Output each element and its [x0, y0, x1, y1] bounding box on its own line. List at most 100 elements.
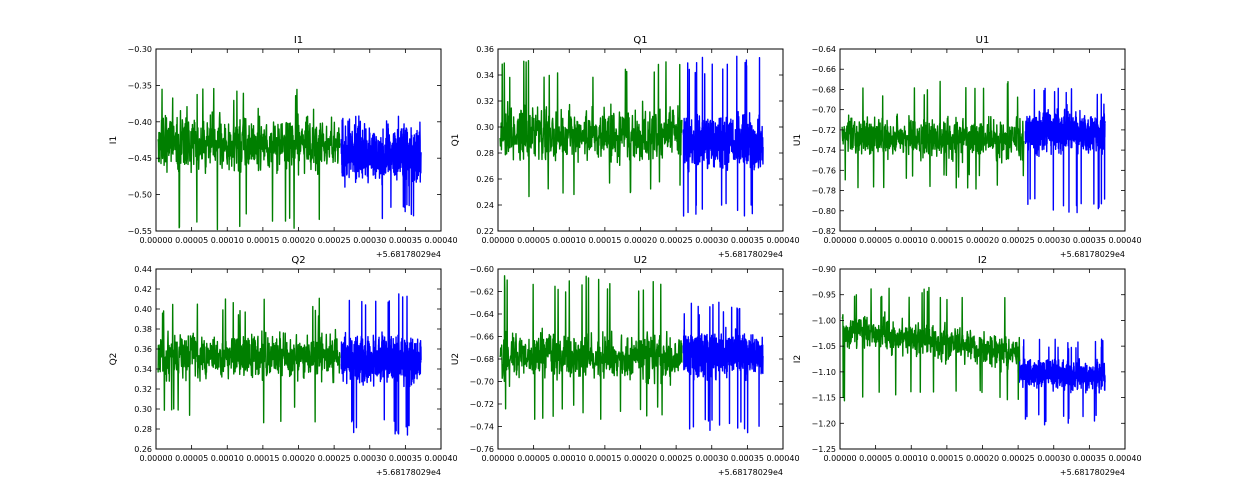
y-tick-label: −0.82 [811, 227, 836, 236]
y-tick-label: 0.28 [134, 425, 152, 434]
subplot-title: Q2 [291, 255, 305, 266]
subplot-I2: 0.00000 0.00005 0.00010 0.00015 0.00020 0.000… [793, 255, 1142, 477]
x-tick-label: 0.00040 [766, 236, 799, 245]
series-group [499, 55, 764, 217]
y-tick-label: −0.45 [127, 154, 152, 163]
x-tick-label: 0.00030 [1037, 454, 1070, 463]
subplot-title: Q1 [633, 35, 647, 46]
y-tick-label: −0.90 [811, 265, 836, 274]
y-tick-label: −0.50 [127, 191, 152, 200]
x-tick-label: 0.00010 [211, 236, 244, 245]
series-line-blue [1017, 338, 1106, 426]
series-line-blue [682, 301, 764, 434]
y-tick-label: −0.66 [469, 333, 494, 342]
y-tick-label: −0.68 [811, 85, 836, 94]
y-axis-label: U2 [451, 353, 461, 365]
series-line-green [157, 297, 341, 424]
x-tick-label: 0.00005 [517, 236, 550, 245]
x-tick-label: 0.00030 [353, 454, 386, 463]
series-line-blue [340, 115, 422, 220]
x-tick-label: 0.00015 [588, 236, 621, 245]
y-tick-label: −0.68 [469, 355, 494, 364]
x-tick-label: 0.00020 [624, 454, 657, 463]
y-axis-label: Q2 [109, 353, 119, 366]
x-tick-label: 0.00015 [930, 454, 963, 463]
x-tick-label: 0.00025 [318, 236, 351, 245]
y-tick-label: −1.00 [811, 316, 836, 325]
x-offset-label: +5.68178029e4 [1060, 250, 1125, 259]
x-tick-label: 0.00005 [175, 454, 208, 463]
x-tick-label: 0.00035 [731, 236, 764, 245]
x-tick-label: 0.00030 [695, 454, 728, 463]
x-tick-label: 0.00010 [211, 454, 244, 463]
x-tick-label: 0.00025 [1002, 236, 1035, 245]
y-tick-label: −1.25 [811, 445, 836, 454]
y-tick-label: 0.42 [134, 285, 152, 294]
y-tick-label: −0.66 [811, 65, 836, 74]
y-tick-label: −0.60 [469, 265, 494, 274]
x-tick-label: 0.00000 [481, 454, 514, 463]
series-line-blue [1024, 87, 1106, 214]
subplot-I1: 0.00000 0.00005 0.00010 0.00015 0.00020 0.000… [109, 35, 458, 259]
y-tick-label: −0.70 [469, 378, 494, 387]
y-tick-label: 0.30 [476, 123, 494, 132]
y-tick-label: −0.74 [469, 423, 494, 432]
x-offset-label: +5.68178029e4 [376, 250, 441, 259]
y-tick-label: 0.22 [476, 227, 494, 236]
x-tick-label: 0.00010 [553, 236, 586, 245]
y-tick-label: 0.36 [476, 45, 494, 54]
y-tick-label: −0.55 [127, 227, 152, 236]
x-tick-label: 0.00005 [859, 454, 892, 463]
y-tick-label: −0.72 [811, 126, 836, 135]
y-tick-label: 0.32 [476, 97, 494, 106]
x-tick-label: 0.00020 [282, 454, 315, 463]
y-tick-label: 0.44 [134, 265, 152, 274]
y-tick-label: −0.64 [811, 45, 836, 54]
x-tick-label: 0.00000 [481, 236, 514, 245]
y-tick-label: −1.15 [811, 394, 836, 403]
x-tick-label: 0.00000 [139, 236, 172, 245]
x-tick-label: 0.00035 [1073, 454, 1106, 463]
series-line-blue [682, 55, 764, 217]
series-group [841, 286, 1106, 426]
y-tick-label: 0.30 [134, 405, 152, 414]
x-tick-label: 0.00000 [823, 236, 856, 245]
x-offset-label: +5.68178029e4 [376, 468, 441, 477]
y-tick-label: −0.62 [469, 288, 494, 297]
x-tick-label: 0.00005 [175, 236, 208, 245]
subplot-title: U1 [976, 35, 990, 46]
x-tick-label: 0.00040 [424, 454, 457, 463]
x-tick-label: 0.00020 [966, 454, 999, 463]
y-tick-label: −0.76 [811, 166, 836, 175]
series-group [157, 87, 422, 231]
subplot-title: U2 [634, 255, 648, 266]
y-tick-label: −0.72 [469, 400, 494, 409]
y-axis-label: Q1 [451, 134, 461, 147]
y-tick-label: −0.35 [127, 81, 152, 90]
x-tick-label: 0.00025 [318, 454, 351, 463]
series-line-green [499, 275, 683, 420]
x-tick-label: 0.00025 [660, 454, 693, 463]
x-tick-label: 0.00035 [389, 236, 422, 245]
y-tick-label: 0.28 [476, 149, 494, 158]
y-tick-label: 0.36 [134, 345, 152, 354]
x-tick-label: 0.00010 [895, 454, 928, 463]
y-tick-label: 0.34 [134, 365, 152, 374]
series-line-green [841, 286, 1021, 402]
x-tick-label: 0.00030 [1037, 236, 1070, 245]
y-tick-label: −1.05 [811, 342, 836, 351]
x-tick-label: 0.00010 [553, 454, 586, 463]
y-tick-label: −0.76 [469, 445, 494, 454]
y-tick-label: 0.32 [134, 385, 152, 394]
x-tick-label: 0.00030 [353, 236, 386, 245]
y-tick-label: −1.20 [811, 419, 836, 428]
x-tick-label: 0.00005 [859, 236, 892, 245]
x-tick-label: 0.00015 [588, 454, 621, 463]
x-tick-label: 0.00030 [695, 236, 728, 245]
subplot-title: I2 [978, 255, 987, 266]
x-tick-label: 0.00040 [766, 454, 799, 463]
x-offset-label: +5.68178029e4 [718, 468, 783, 477]
y-tick-label: 0.24 [476, 201, 494, 210]
y-tick-label: 0.34 [476, 71, 494, 80]
